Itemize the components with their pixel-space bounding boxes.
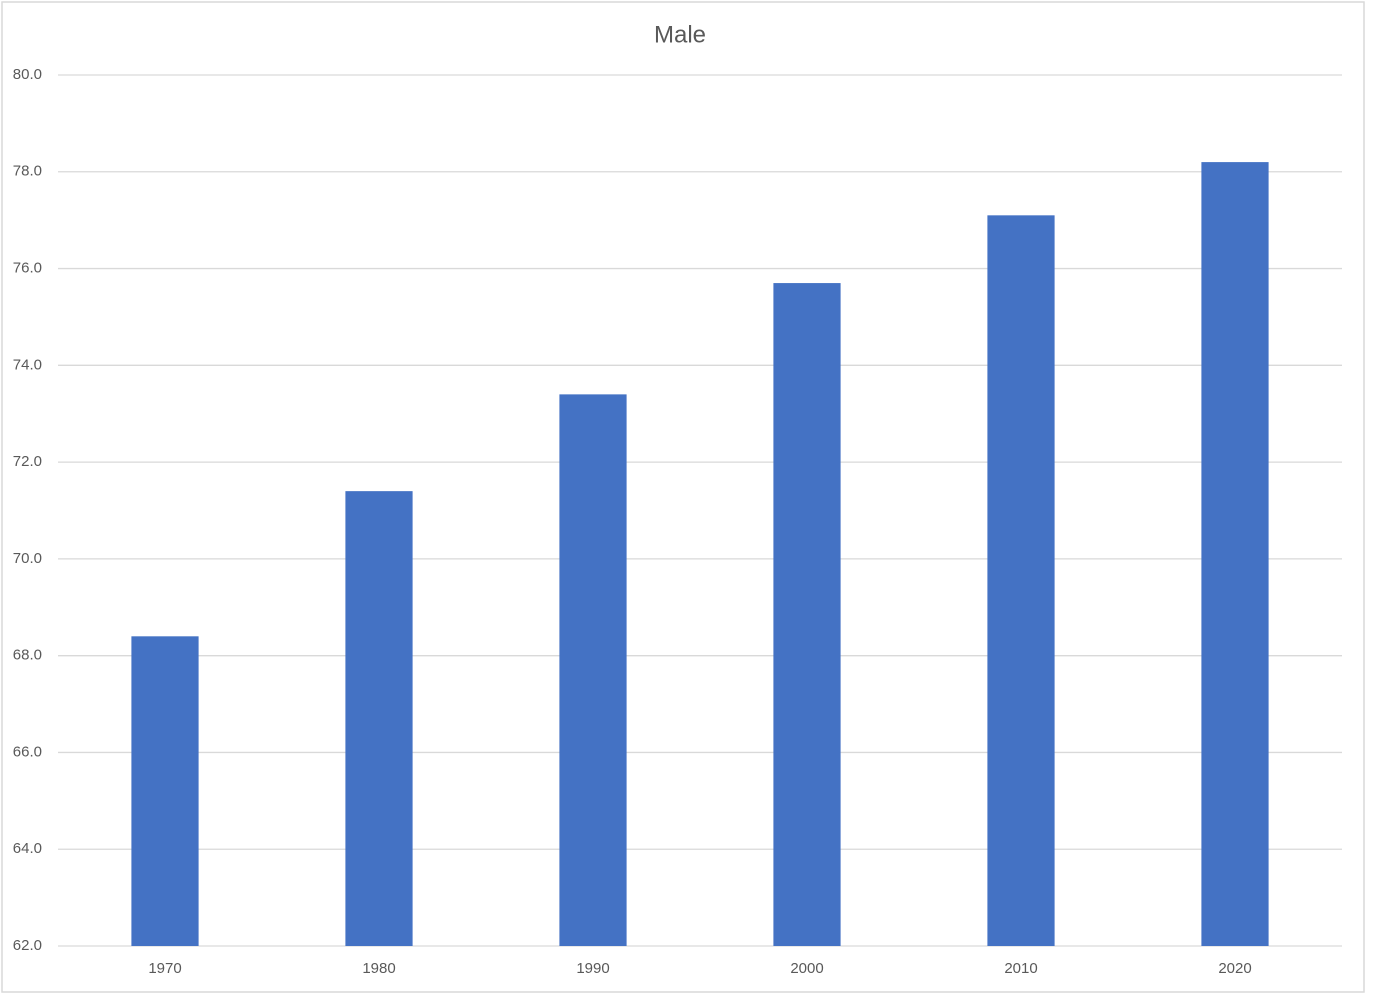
y-tick-label: 68.0 [13, 647, 42, 664]
y-tick-label: 70.0 [13, 550, 42, 567]
x-tick-label: 2020 [1218, 960, 1251, 977]
x-tick-label: 1990 [576, 960, 609, 977]
y-tick-label: 64.0 [13, 840, 42, 857]
x-tick-label: 2010 [1004, 960, 1037, 977]
y-tick-label: 62.0 [13, 937, 42, 954]
x-tick-label: 2000 [790, 960, 823, 977]
y-tick-label: 72.0 [13, 453, 42, 470]
y-tick-label: 78.0 [13, 163, 42, 180]
bar [131, 636, 199, 946]
bar [559, 394, 627, 946]
y-tick-label: 76.0 [13, 260, 42, 277]
bar [345, 491, 413, 946]
y-tick-label: 66.0 [13, 743, 42, 760]
bar [987, 215, 1055, 947]
y-tick-label: 80.0 [13, 66, 42, 83]
y-tick-label: 74.0 [13, 356, 42, 373]
bar [773, 283, 841, 946]
chart-title: Male [654, 21, 706, 48]
x-tick-label: 1970 [148, 960, 181, 977]
bar [1201, 162, 1269, 947]
x-tick-label: 1980 [362, 960, 395, 977]
